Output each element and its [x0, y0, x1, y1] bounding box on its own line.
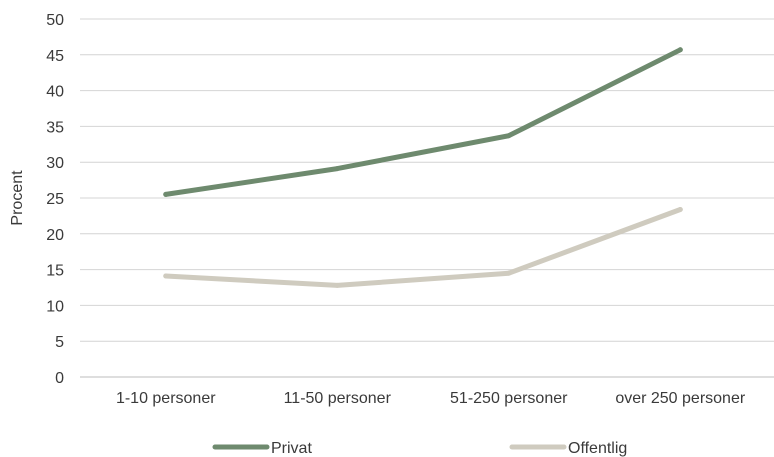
legend: Privat Offentlig	[212, 440, 627, 457]
y-tick-label: 10	[46, 298, 64, 315]
y-tick-label: 50	[46, 12, 64, 29]
x-tick-label: 11-50 personer	[284, 390, 392, 407]
x-tick-label: 1-10 personer	[116, 390, 216, 407]
series-line-privat	[163, 47, 683, 197]
y-axis-label: Procent	[9, 170, 26, 226]
data-point	[163, 273, 169, 279]
y-tick-label: 45	[46, 48, 64, 65]
y-tick-label: 35	[46, 119, 64, 136]
series-lines	[163, 47, 683, 288]
data-point	[163, 191, 169, 197]
y-tick-label: 40	[46, 84, 64, 101]
x-tick-label: over 250 personer	[615, 390, 746, 407]
data-point	[334, 166, 340, 172]
y-tick-label: 5	[55, 334, 64, 351]
y-tick-labels: 0 5 10 15 20 25 30 35 40 45 50	[46, 12, 64, 387]
x-tick-labels: 1-10 personer 11-50 personer 51-250 person…	[116, 390, 746, 407]
series-line-offentlig	[163, 207, 683, 288]
y-tick-label: 0	[55, 370, 64, 387]
y-tick-label: 25	[46, 191, 64, 208]
grid-lines	[80, 18, 774, 378]
data-point	[506, 133, 512, 139]
data-point	[677, 47, 683, 53]
legend-label: Offentlig	[568, 440, 627, 457]
y-tick-label: 15	[46, 263, 64, 280]
y-tick-label: 20	[46, 227, 64, 244]
data-point	[506, 270, 512, 276]
legend-item: Privat	[212, 440, 312, 457]
data-point	[677, 206, 683, 212]
x-tick-label: 51-250 personer	[450, 390, 568, 407]
data-point	[334, 282, 340, 288]
legend-label: Privat	[271, 440, 312, 457]
legend-item: Offentlig	[509, 440, 627, 457]
y-tick-label: 30	[46, 155, 64, 172]
